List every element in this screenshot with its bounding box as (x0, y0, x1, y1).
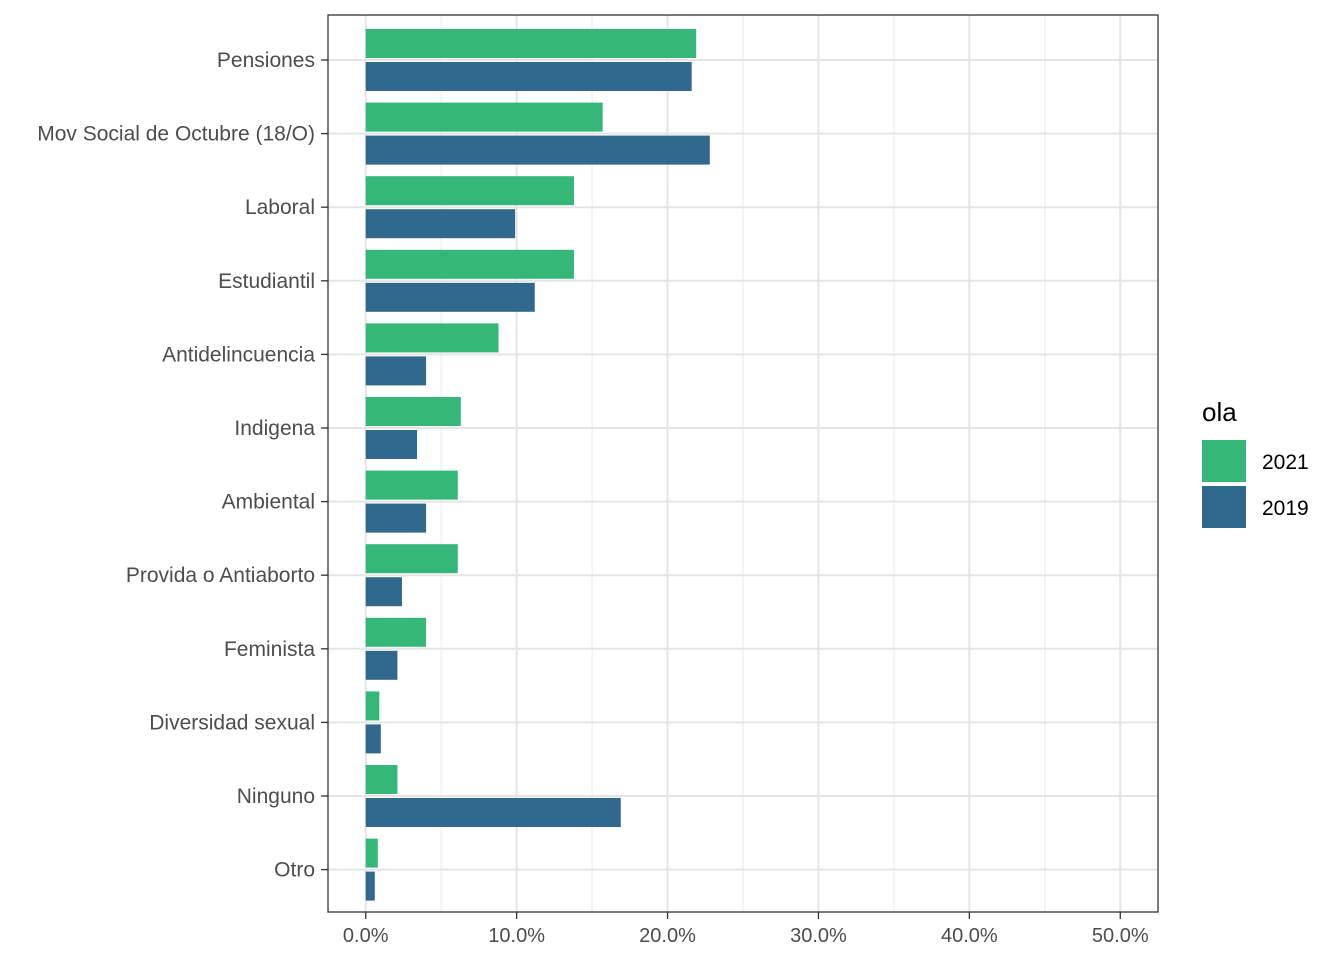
y-tick-label: Ninguno (237, 785, 315, 808)
bar-2019 (365, 356, 427, 386)
y-tick-label: Mov Social de Octubre (18/O) (37, 123, 315, 146)
bar-2021 (365, 323, 499, 353)
bar-2019 (365, 62, 692, 91)
bar-2019 (365, 135, 710, 165)
y-tick-label: Pensiones (217, 49, 315, 72)
y-tick-label: Diversidad sexual (149, 711, 315, 734)
bar-2019 (365, 209, 516, 239)
bar-2021 (365, 765, 398, 794)
bar-2021 (365, 838, 378, 868)
bar-2021 (365, 29, 697, 58)
legend-label: 2021 (1262, 451, 1309, 474)
bar-2021 (365, 617, 427, 647)
bar-2019 (365, 871, 375, 901)
bar-2021 (365, 249, 574, 279)
bar-2019 (365, 503, 427, 533)
x-tick-label: 30.0% (790, 925, 847, 947)
bar-2019 (365, 650, 398, 680)
y-tick-label: Indigena (234, 417, 315, 440)
y-axis: Pensiones Mov Social de Octubre (18/O) Lab… (37, 49, 328, 882)
y-tick-label: Laboral (245, 196, 315, 219)
bar-2019 (365, 430, 418, 459)
bar-2019 (365, 577, 402, 607)
y-tick-label: Antidelincuencia (162, 343, 315, 366)
x-tick-label: 50.0% (1092, 925, 1149, 947)
bar-2021 (365, 691, 380, 721)
bar-2021 (365, 544, 458, 574)
legend: ola 2021 2019 (1202, 397, 1309, 528)
y-tick-label: Ambiental (222, 491, 315, 514)
legend-label: 2019 (1262, 497, 1309, 520)
y-tick-label: Otro (274, 859, 315, 882)
x-tick-label: 0.0% (343, 925, 389, 947)
x-tick-label: 40.0% (941, 925, 998, 947)
legend-title: ola (1202, 397, 1237, 427)
x-tick-label: 10.0% (488, 925, 545, 947)
y-tick-label: Estudiantil (218, 270, 315, 293)
y-tick-label: Provida o Antiaborto (126, 564, 315, 587)
x-axis: 0.0% 10.0% 20.0% 30.0% 40.0% 50.0% (343, 912, 1149, 947)
x-tick-label: 20.0% (639, 925, 696, 947)
bar-2019 (365, 724, 381, 754)
bar-2019 (365, 282, 535, 312)
bar-2019 (365, 798, 621, 827)
bar-2021 (365, 470, 458, 500)
bars-group (365, 29, 710, 901)
legend-key-2019 (1202, 486, 1246, 528)
bar-2021 (365, 397, 461, 426)
y-tick-label: Feminista (224, 638, 315, 661)
bar-2021 (365, 102, 603, 132)
plot-panel-border (327, 14, 1159, 913)
legend-key-2021 (1202, 440, 1246, 482)
bar-2021 (365, 176, 574, 206)
